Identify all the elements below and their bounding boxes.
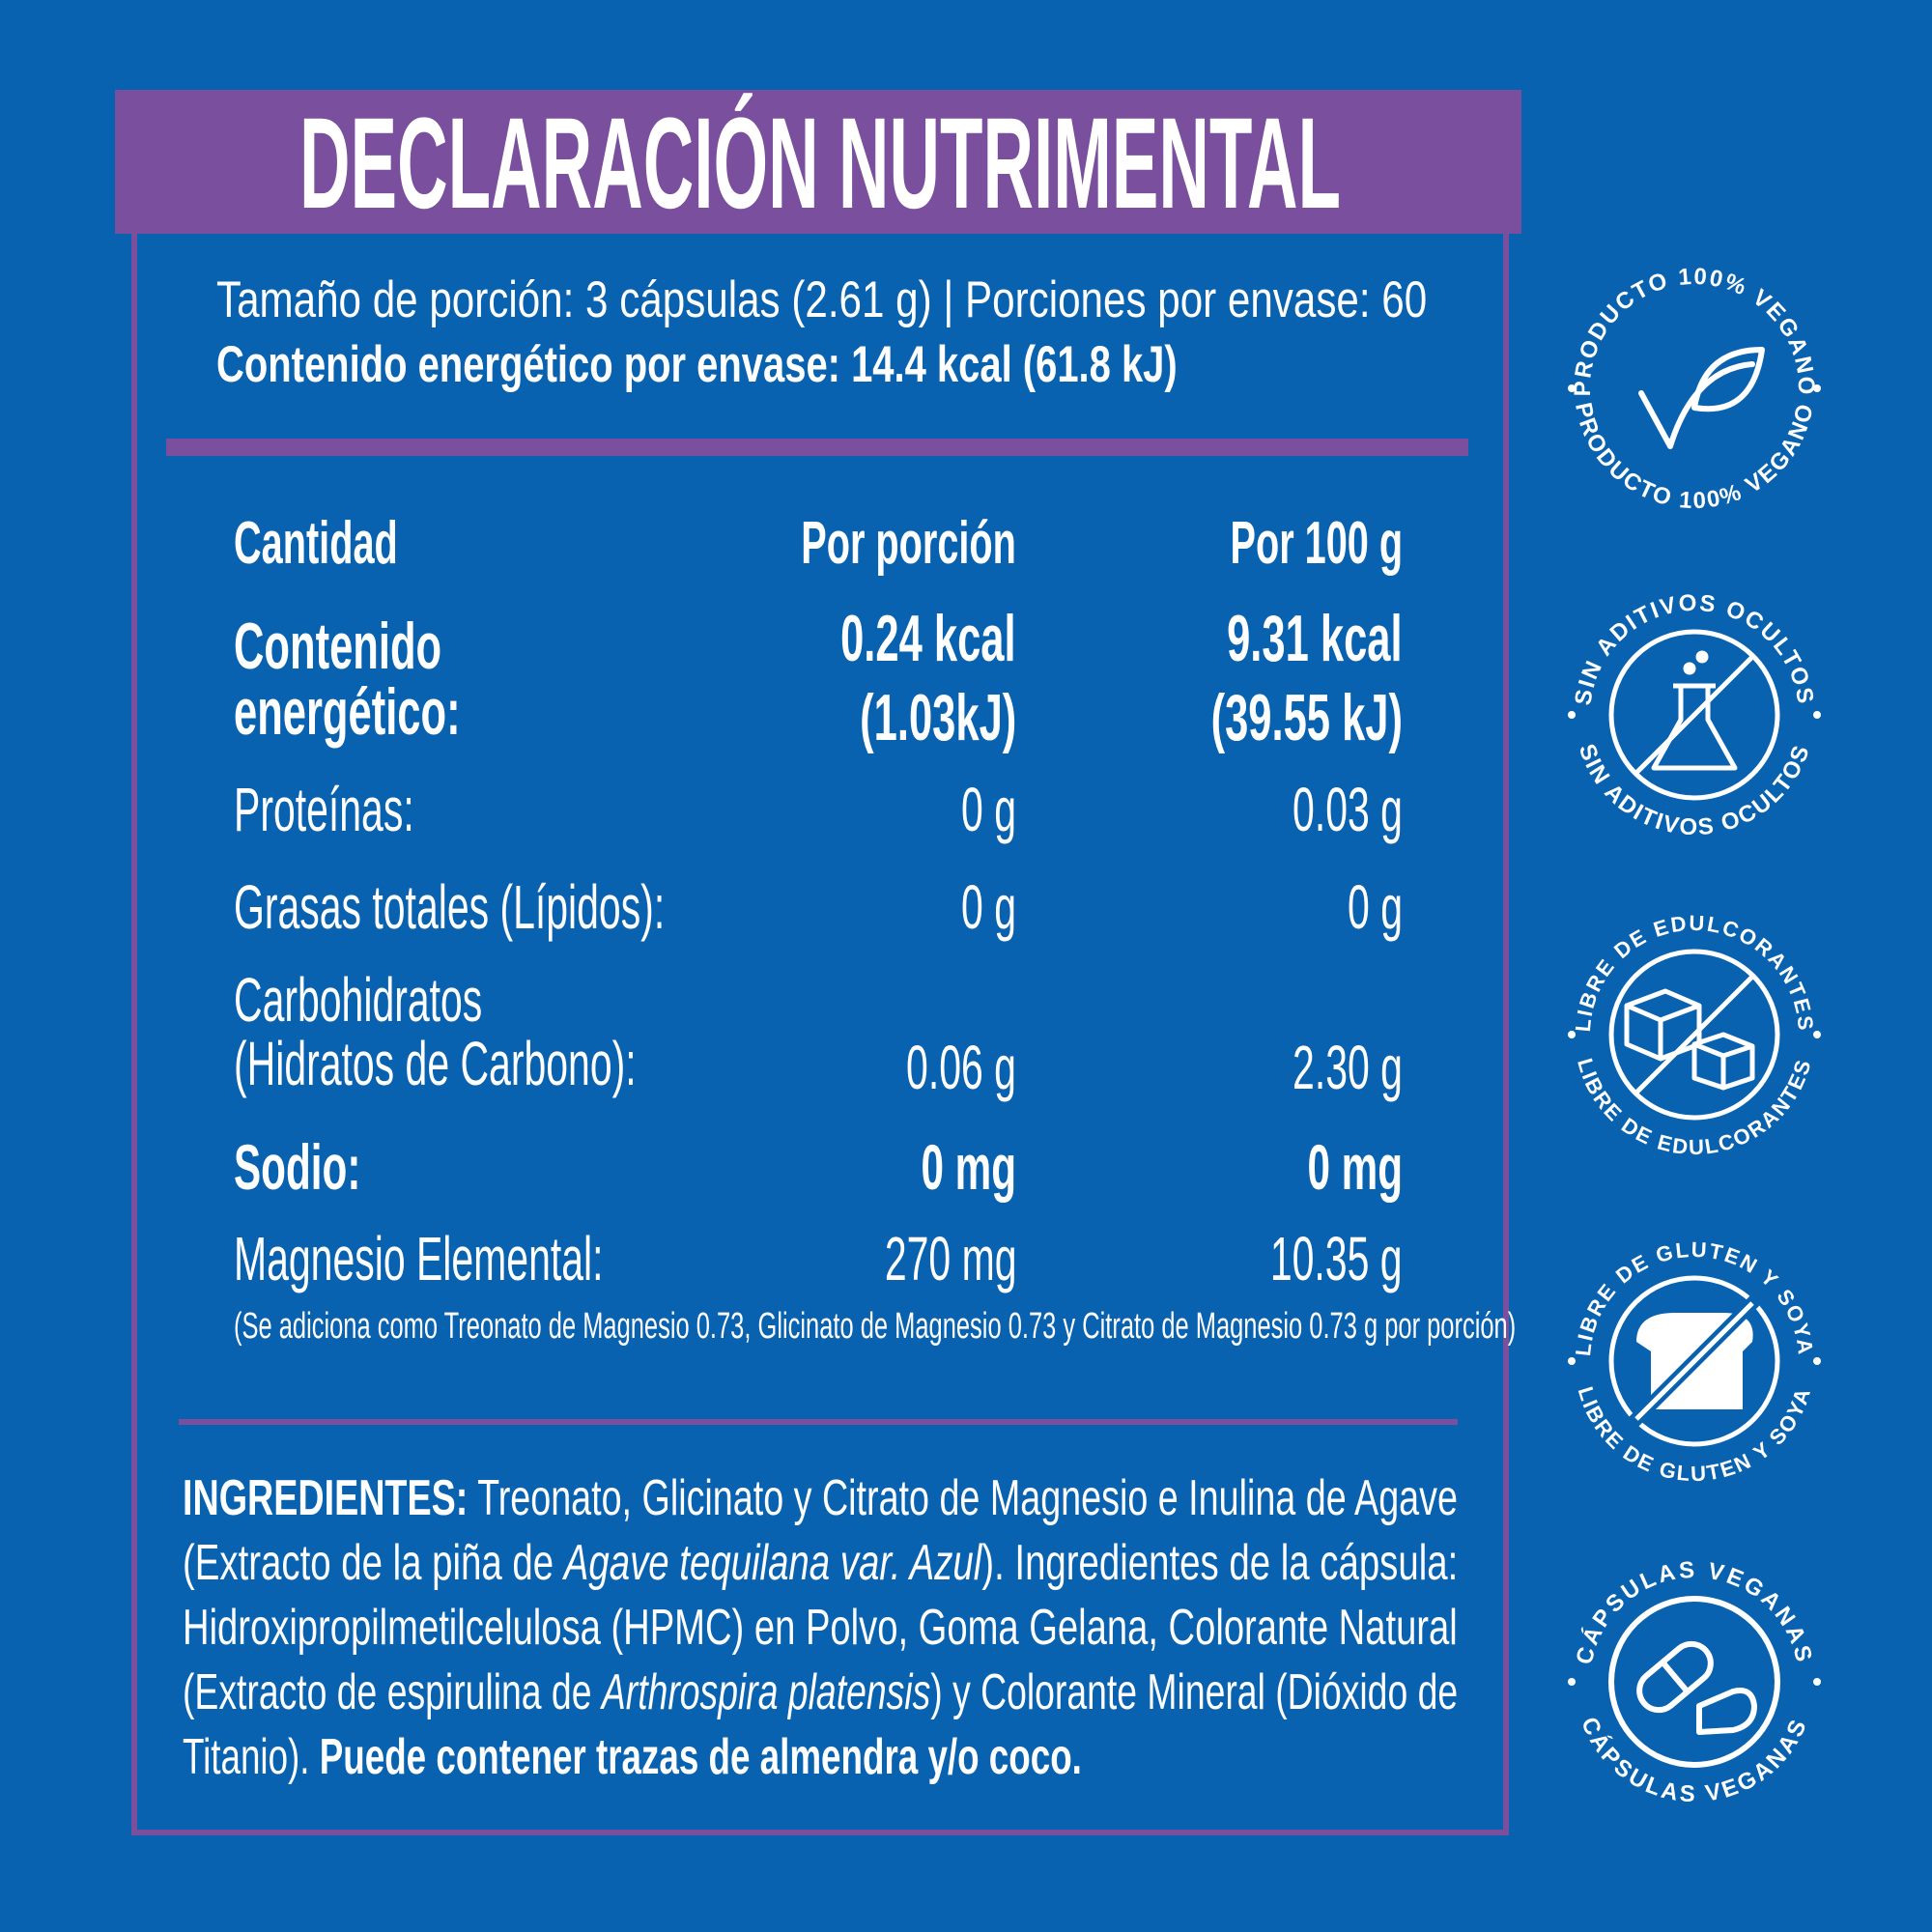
ingredients-line: (Extracto de la piña de Agave tequilana … <box>183 1535 1459 1591</box>
no-sugar-cubes-icon <box>1608 949 1780 1121</box>
nutrition-panel <box>131 222 1509 1835</box>
row-protein-per-serving: 0 g <box>961 775 1016 844</box>
row-carbs-label: Carbohidratos (Hidratos de Carbono): <box>234 965 637 1098</box>
vegan-capsule-icon <box>1608 1596 1780 1768</box>
svg-text:SIN ADITIVOS OCULTOS: SIN ADITIVOS OCULTOS <box>1574 741 1816 841</box>
row-fat-per-serving: 0 g <box>961 872 1016 942</box>
divider <box>179 1419 1458 1425</box>
energy-per-container: Contenido energético por envase: 14.4 kc… <box>216 336 1178 393</box>
svg-text:LIBRE DE EDULCORANTES: LIBRE DE EDULCORANTES <box>1571 911 1818 1033</box>
ingredients-line: Hidroxipropilmetilcelulosa (HPMC) en Pol… <box>183 1600 1458 1656</box>
title-banner <box>115 90 1521 234</box>
ingredients-line: Titanio). Puede contener trazas de almen… <box>183 1729 1082 1785</box>
row-fat-label: Grasas totales (Lípidos): <box>234 872 666 942</box>
row-sodium-label: Sodio: <box>234 1131 361 1203</box>
svg-text:PRODUCTO 100% VEGANO: PRODUCTO 100% VEGANO <box>1570 264 1819 397</box>
svg-text:CÁPSULAS VEGANAS: CÁPSULAS VEGANAS <box>1571 1557 1817 1667</box>
header-per-100g: Por 100 g <box>1230 510 1403 577</box>
row-sodium-per-100g: 0 mg <box>1307 1131 1403 1203</box>
page-title: DECLARACIÓN NUTRIMENTAL <box>299 92 1342 236</box>
no-gluten-bread-icon <box>1608 1275 1780 1447</box>
row-magnesium-per-serving: 270 mg <box>884 1224 1016 1293</box>
ingredients-line: (Extracto de espirulina de Arthrospira p… <box>183 1664 1459 1720</box>
vegan-capsules-badge: CÁPSULAS VEGANAS CÁPSULAS VEGANAS <box>1568 1557 1821 1808</box>
row-carbs-per-100g: 2.30 g <box>1293 1033 1403 1102</box>
svg-text:PRODUCTO 100% VEGANO: PRODUCTO 100% VEGANO <box>1570 400 1819 514</box>
vegan-leaf-check-icon <box>1638 347 1765 449</box>
header-quantity: Cantidad <box>234 510 398 577</box>
row-magnesium-per-100g: 10.35 g <box>1270 1224 1403 1293</box>
row-carbs-per-serving: 0.06 g <box>906 1033 1016 1102</box>
row-fat-per-100g: 0 g <box>1348 872 1403 942</box>
row-protein-label: Proteínas: <box>234 775 414 844</box>
no-additives-flask-icon <box>1608 629 1780 801</box>
row-magnesium-label: Magnesio Elemental: <box>234 1224 604 1293</box>
divider <box>166 439 1468 456</box>
svg-text:SIN ADITIVOS OCULTOS: SIN ADITIVOS OCULTOS <box>1570 590 1818 707</box>
header-per-serving: Por porción <box>801 510 1016 577</box>
magnesium-note: (Se adiciona como Treonato de Magnesio 0… <box>234 1306 1517 1347</box>
no-sweeteners-badge: LIBRE DE EDULCORANTES LIBRE DE EDULCORAN… <box>1568 911 1821 1159</box>
svg-text:CÁPSULAS VEGANAS: CÁPSULAS VEGANAS <box>1576 1714 1813 1808</box>
row-energy-label: Contenido energético: <box>234 610 461 749</box>
vegan-product-badge: PRODUCTO 100% VEGANO PRODUCTO 100% VEGAN… <box>1568 264 1821 514</box>
serving-size: Tamaño de porción: 3 cápsulas (2.61 g) |… <box>216 271 1428 328</box>
row-sodium-per-serving: 0 mg <box>921 1131 1016 1203</box>
no-additives-badge: SIN ADITIVOS OCULTOS SIN ADITIVOS OCULTO… <box>1568 590 1821 841</box>
row-protein-per-100g: 0.03 g <box>1293 775 1403 844</box>
row-energy-per-100g: 9.31 kcal (39.55 kJ) <box>1210 602 1403 754</box>
ingredients-line: INGREDIENTES: Treonato, Glicinato y Citr… <box>183 1470 1458 1526</box>
row-energy-per-serving: 0.24 kcal (1.03kJ) <box>840 602 1017 754</box>
gluten-soy-free-badge: LIBRE DE GLUTEN Y SOYA LIBRE DE GLUTEN Y… <box>1568 1237 1821 1486</box>
